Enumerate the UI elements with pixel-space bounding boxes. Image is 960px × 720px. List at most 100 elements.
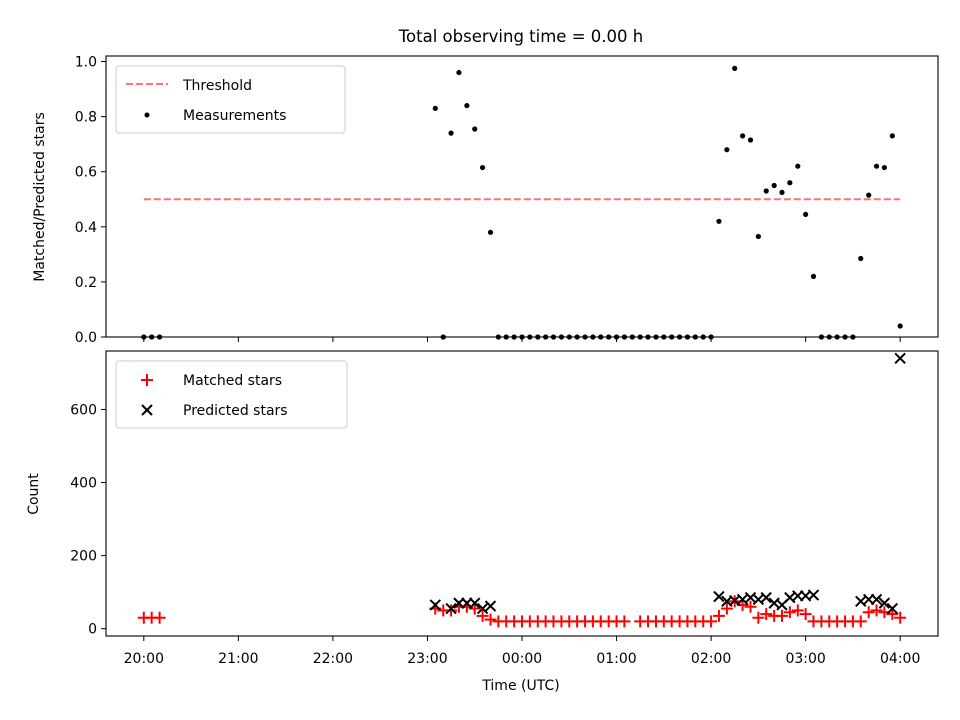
- matched-star-point: [153, 611, 166, 624]
- top-y-tick-label: 0.2: [75, 275, 97, 291]
- measurement-point: [141, 334, 147, 340]
- predicted-star-point: [760, 591, 772, 604]
- bottom-y-axis: 0 200 400 600: [70, 402, 106, 638]
- matched-star-point: [776, 609, 788, 622]
- measurement-point: [739, 133, 746, 139]
- matched-star-point: [799, 608, 812, 621]
- bottom-y-tick-label: 0: [88, 622, 97, 638]
- x-tick-label: 21:00: [218, 651, 258, 667]
- measurement-point: [149, 334, 155, 340]
- bottom-y-axis-label: Count: [26, 473, 42, 515]
- measurement-point: [590, 334, 596, 340]
- top-y-axis: 0.0 0.2 0.4 0.6 0.8 1.0: [75, 55, 106, 346]
- bottom-y-tick-label: 600: [70, 402, 97, 418]
- measurement-point: [818, 334, 825, 340]
- measurement-point: [645, 334, 651, 340]
- measurement-point: [495, 334, 501, 340]
- measurement-point: [582, 334, 588, 340]
- bottom-legend-box: [115, 360, 348, 429]
- measurement-point: [779, 189, 785, 195]
- measurement-point: [487, 229, 494, 235]
- matched-star-point: [468, 602, 481, 615]
- measurement-point: [700, 334, 706, 340]
- legend-matched-label: Matched stars: [183, 373, 282, 389]
- matched-star-point: [720, 602, 733, 615]
- top-y-axis-label: Matched/Predicted stars: [32, 112, 48, 282]
- measurement-point: [842, 334, 848, 340]
- top-plot-marks: [141, 65, 903, 340]
- measurement-point: [527, 334, 533, 340]
- measurement-point: [440, 334, 446, 340]
- x-tick-label: 02:00: [691, 651, 731, 667]
- x-tick-label: 00:00: [502, 651, 542, 667]
- measurement-point: [464, 102, 470, 109]
- measurement-point: [724, 147, 730, 153]
- measurement-point: [803, 211, 809, 218]
- top-y-tick-label: 0.6: [75, 165, 97, 181]
- top-panel: 0.0 0.2 0.4 0.6 0.8 1.0 Matched/Predicted sta…: [32, 55, 939, 346]
- measurement-point: [606, 334, 612, 340]
- measurement-point: [755, 233, 761, 240]
- measurement-point: [629, 334, 635, 340]
- matched-star-point: [894, 611, 907, 624]
- measurement-point: [732, 65, 738, 71]
- matched-star-point: [618, 615, 631, 628]
- measurement-point: [535, 334, 541, 340]
- chart-title: Total observing time = 0.00 h: [398, 27, 643, 46]
- top-y-tick-label: 1.0: [75, 55, 97, 71]
- measurement-point: [558, 334, 565, 340]
- measurement-point: [511, 334, 517, 340]
- predicted-star-point: [886, 602, 899, 615]
- top-legend: Threshold Measurements: [115, 65, 346, 134]
- measurement-point: [708, 334, 714, 340]
- measurement-point: [834, 334, 840, 340]
- measurement-point: [747, 137, 754, 143]
- x-tick-label: 03:00: [785, 651, 825, 667]
- bottom-panel: 0 200 400 600 20:00 21:00 22:00 23:00 00:00 01:0…: [26, 350, 939, 694]
- measurement-point: [479, 164, 486, 171]
- measurement-point: [448, 130, 454, 136]
- x-tick-label: 01:00: [596, 651, 636, 667]
- measurement-point: [763, 188, 769, 194]
- legend-threshold-label: Threshold: [182, 78, 252, 94]
- matched-star-point: [870, 604, 883, 617]
- matched-star-point: [484, 613, 497, 626]
- measurement-point: [858, 255, 864, 262]
- measurement-point: [889, 133, 895, 139]
- legend-measurements-swatch: [144, 112, 150, 118]
- measurement-point: [692, 334, 698, 340]
- predicted-star-point: [484, 600, 497, 612]
- measurement-point: [621, 334, 627, 340]
- predicted-star-point: [870, 593, 883, 606]
- measurement-point: [432, 105, 438, 111]
- measurement-point: [873, 163, 880, 169]
- top-y-tick-label: 0.0: [75, 330, 97, 346]
- matched-star-point: [791, 604, 804, 617]
- measurement-point: [826, 334, 832, 340]
- measurement-point: [519, 334, 525, 340]
- measurement-point: [456, 69, 462, 76]
- measurement-point: [881, 164, 887, 171]
- measurement-point: [574, 334, 580, 340]
- predicted-star-point: [469, 597, 481, 609]
- x-tick-label: 04:00: [880, 651, 920, 667]
- bottom-y-tick-label: 400: [70, 476, 97, 492]
- measurement-point: [787, 180, 793, 186]
- matched-star-point: [445, 604, 458, 617]
- matched-star-point: [862, 606, 875, 619]
- matched-star-point: [476, 609, 489, 622]
- measurement-point: [543, 334, 549, 340]
- measurement-point: [613, 334, 620, 340]
- bottom-legend: Matched stars Predicted stars: [115, 360, 348, 429]
- top-y-tick-label: 0.4: [75, 220, 97, 236]
- legend-measurements-label: Measurements: [183, 108, 286, 124]
- predicted-star-point: [878, 597, 891, 609]
- bottom-plot-marks: [137, 352, 907, 628]
- measurement-point: [866, 192, 872, 198]
- legend-predicted-swatch: [141, 404, 153, 416]
- measurement-point: [637, 334, 643, 340]
- x-axis-label: Time (UTC): [481, 678, 559, 694]
- bottom-y-tick-label: 200: [70, 549, 97, 565]
- measurement-point: [653, 334, 659, 340]
- top-y-tick-label: 0.8: [75, 110, 97, 126]
